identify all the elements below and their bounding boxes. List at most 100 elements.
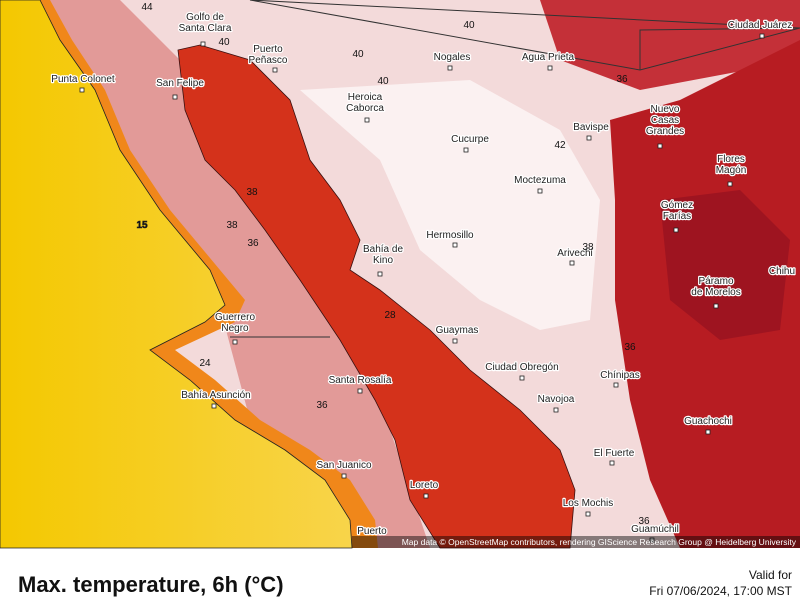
city-label: Kino [373, 255, 393, 266]
city-label: Puerto [357, 526, 387, 537]
city-label: San Juanico [316, 460, 371, 471]
city-label: Moctezuma [514, 175, 566, 186]
city-label: Páramo [698, 276, 733, 287]
city-marker [586, 135, 592, 141]
city-marker [519, 375, 525, 381]
contour-label: 42 [554, 140, 566, 151]
city-marker [759, 33, 765, 39]
city-marker [537, 188, 543, 194]
city-marker [727, 181, 733, 187]
city-label: Heroica [348, 92, 383, 103]
city-marker [357, 388, 363, 394]
city-label: San Felipe [156, 78, 204, 89]
city-label: Hermosillo [426, 230, 474, 241]
contour-label: 36 [616, 74, 628, 85]
city-label: Santa Rosalía [329, 375, 392, 386]
city-marker [452, 242, 458, 248]
city-marker [232, 339, 238, 345]
city-label: Puerto [253, 44, 283, 55]
city-marker [341, 473, 347, 479]
city-marker [79, 87, 85, 93]
title: Max. temperature, 6h (°C) [18, 572, 284, 597]
city-label: Farías [663, 211, 691, 222]
contour-label: 36 [247, 238, 259, 249]
city-marker [547, 65, 553, 71]
city-label: Peñasco [249, 55, 288, 66]
contour-label: 36 [316, 400, 328, 411]
city-marker [463, 147, 469, 153]
contour-label: 40 [463, 20, 475, 31]
city-label: Los Mochis [563, 498, 614, 509]
city-marker [272, 67, 278, 73]
land-cool [300, 80, 600, 330]
city-label: Ciudad Juárez [728, 20, 792, 31]
contour-label: 40 [352, 49, 364, 60]
city-label: Chihu [769, 266, 795, 277]
city-marker [673, 227, 679, 233]
city-label: Loreto [410, 480, 439, 491]
contour-label: 40 [218, 37, 230, 48]
city-label: Nogales [434, 52, 471, 63]
border [249, 0, 800, 71]
city-label: Gómez [661, 200, 693, 211]
city-marker [211, 403, 217, 409]
gulf [177, 44, 576, 549]
city-marker [200, 41, 206, 47]
city-marker [657, 143, 663, 149]
city-label: Arivechi [557, 248, 593, 259]
city-marker [569, 260, 575, 266]
city-marker [172, 94, 178, 100]
contour-label: 38 [246, 187, 258, 198]
city-marker [423, 493, 429, 499]
city-marker [649, 537, 655, 543]
city-marker [713, 303, 719, 309]
contour-label: 38 [582, 242, 594, 253]
city-label: Santa Clara [179, 23, 232, 34]
city-marker [553, 407, 559, 413]
city-label: El Fuerte [594, 448, 635, 459]
city-label: Nuevo [651, 104, 680, 115]
city-label: Agua Prieta [522, 52, 575, 63]
city-marker [364, 117, 370, 123]
city-label: Flores [717, 154, 745, 165]
contour-label: 38 [226, 220, 238, 231]
city-label: Golfo de [186, 12, 224, 23]
city-marker [447, 65, 453, 71]
city-label: Bahía Asunción [181, 390, 251, 401]
city-label: Cucurpe [451, 134, 489, 145]
valid-label: Valid for [749, 568, 792, 582]
city-label: Punta Colonet [51, 74, 115, 85]
city-label: Guachochi [684, 416, 732, 427]
city-label: Negro [221, 323, 249, 334]
footer: Max. temperature, 6h (°C) Valid for Fri … [18, 568, 793, 598]
city-label: Casas [651, 115, 679, 126]
city-label: Guerrero [215, 312, 255, 323]
attribution-bg [352, 536, 800, 548]
sea [0, 0, 353, 549]
contour-label: 28 [384, 310, 396, 321]
city-label: Bavispe [573, 122, 609, 133]
city-label: Caborca [346, 103, 384, 114]
land-hot [660, 190, 790, 340]
city-label: Grandes [646, 126, 684, 137]
city-marker [609, 460, 615, 466]
city-label: Ciudad Obregón [485, 362, 558, 373]
contour-label: 36 [638, 516, 650, 527]
valid-time: Fri 07/06/2024, 17:00 MST [649, 584, 792, 598]
contour-label: 15 [136, 220, 148, 231]
attribution: Map data © OpenStreetMap contributors, r… [402, 537, 797, 547]
city-marker [613, 382, 619, 388]
city-label: Bahía de [363, 244, 403, 255]
city-marker [705, 429, 711, 435]
city-label: Chínipas [600, 370, 639, 381]
city-marker [377, 271, 383, 277]
contour-label: 44 [141, 2, 153, 13]
city-marker [452, 338, 458, 344]
contour-label: 40 [377, 76, 389, 87]
city-label: Navojoa [538, 394, 575, 405]
city-label: Magón [716, 165, 747, 176]
city-label: de Morelos [691, 287, 740, 298]
